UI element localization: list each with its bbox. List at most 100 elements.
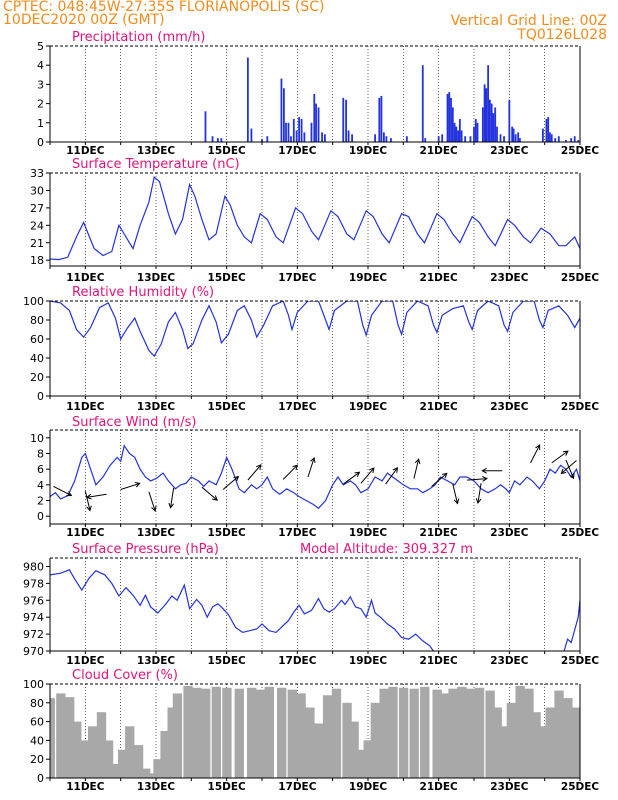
- precip-bar: [469, 136, 472, 142]
- cloud-bar: [133, 745, 144, 778]
- y-tick-label: 4: [37, 59, 44, 72]
- precip-bar: [476, 122, 479, 142]
- x-tick-label: 17DEC: [278, 655, 317, 667]
- cloud-bar: [246, 687, 257, 778]
- cloud-bar: [506, 702, 517, 778]
- precip-bar: [383, 132, 385, 142]
- cloud-bar: [125, 726, 135, 778]
- temp-data: [50, 175, 580, 261]
- x-tick-label: 23DEC: [490, 527, 529, 539]
- x-tick-label: 15DEC: [208, 272, 247, 284]
- y-tick-label: 21: [30, 237, 44, 250]
- precip-bar: [211, 136, 214, 142]
- wind-arrowhead: [441, 472, 448, 479]
- x-tick-label: 11DEC: [66, 401, 105, 413]
- pres-line-late: [563, 600, 580, 651]
- precip-bar: [342, 97, 345, 142]
- precip-bar: [424, 138, 427, 142]
- wind-arrowhead: [354, 471, 361, 478]
- precip-bar: [451, 107, 454, 142]
- model-altitude-note: Model Altitude: 309.327 m: [300, 542, 473, 557]
- panel-wind: 0 2 4 6 8 10 11DEC 13DEC 15DEC 17DEC 19DEC 21DEC 23D…: [30, 415, 599, 539]
- cloud-bar: [432, 689, 442, 778]
- cloud-bar: [305, 707, 315, 778]
- precip-bar: [287, 122, 290, 142]
- y-tick-label: 60: [30, 333, 44, 346]
- x-tick-label: 15DEC: [208, 781, 247, 793]
- cloud-bar: [201, 688, 211, 778]
- wind-arrow: [530, 444, 541, 464]
- cloud-bar: [485, 690, 495, 778]
- precip-bar: [508, 99, 511, 142]
- cloud-bar: [545, 707, 555, 778]
- precip-bar: [474, 118, 477, 142]
- precip-bar: [446, 94, 449, 142]
- wind-arrowhead: [414, 458, 421, 465]
- cloud-bar: [56, 693, 66, 778]
- precip-bar: [564, 140, 567, 142]
- wind-arrowhead: [168, 502, 174, 509]
- cloud-bar: [140, 768, 151, 778]
- wind-arrowhead: [86, 505, 92, 512]
- x-tick-label: 13DEC: [137, 781, 176, 793]
- precip-bar: [295, 130, 298, 142]
- wind-arrow: [222, 476, 239, 490]
- x-tick-label: 23DEC: [490, 655, 529, 667]
- cloud-bar: [72, 721, 82, 778]
- precip-bar: [464, 136, 467, 142]
- y-tick-label: 24: [30, 219, 44, 232]
- rh-data: [50, 301, 580, 358]
- cloud-bar: [398, 687, 409, 778]
- y-tick-label: 4: [37, 479, 44, 492]
- precip-bar: [220, 138, 223, 142]
- precip-bar: [437, 136, 440, 142]
- wind-arrow: [148, 491, 156, 512]
- x-tick-label: 19DEC: [349, 401, 388, 413]
- precip-bar: [573, 136, 576, 142]
- x-tick-label: 25DEC: [561, 655, 600, 667]
- precip-bar: [380, 95, 383, 142]
- y-tick-label: 40: [30, 734, 44, 747]
- precip-bar: [313, 94, 316, 142]
- cloud-bar: [103, 740, 114, 778]
- wind-arrow: [477, 483, 482, 504]
- y-tick-label: 2: [37, 98, 44, 111]
- y-tick-label: 5: [37, 40, 44, 53]
- precip-bar: [250, 128, 253, 142]
- cloud-bar: [234, 688, 244, 778]
- cloud-bar: [183, 685, 193, 778]
- precip-bar: [310, 122, 313, 142]
- y-tick-label: 0: [37, 390, 44, 403]
- wind-arrow: [431, 473, 448, 487]
- x-tick-label: 21DEC: [420, 527, 459, 539]
- temp-title: Surface Temperature (nC): [72, 157, 240, 172]
- pres-line: [50, 569, 434, 651]
- x-tick-label: 19DEC: [349, 655, 388, 667]
- wind-arrow: [84, 490, 91, 511]
- wind-arrow: [560, 460, 577, 474]
- cloud-bar: [356, 749, 366, 778]
- precip-bar: [514, 134, 517, 142]
- cloud-bar: [153, 759, 163, 778]
- wind-arrowhead: [256, 464, 262, 470]
- precip-bar: [290, 136, 292, 142]
- y-tick-label: 80: [30, 697, 44, 710]
- precip-bar: [283, 88, 285, 142]
- cloud-bar: [388, 686, 398, 778]
- precip-bar: [246, 57, 249, 142]
- x-tick-label: 21DEC: [420, 401, 459, 413]
- y-tick-label: 100: [23, 678, 44, 691]
- wind-arrow: [565, 459, 574, 479]
- precip-bar: [554, 138, 557, 142]
- cloud-bar: [331, 688, 342, 778]
- x-tick-label: 17DEC: [278, 272, 317, 284]
- wind-arrow: [385, 467, 398, 485]
- wind-arrowhead: [475, 498, 482, 505]
- y-tick-label: 0: [37, 136, 44, 149]
- cloud-bar: [420, 686, 430, 778]
- y-tick-label: 33: [30, 167, 44, 180]
- panel-precip: 0 1 2 3 4 5 11DEC 13DEC 15DEC 17DEC 19DEC 21DEC 23DE…: [37, 30, 599, 157]
- cloud-bar: [524, 688, 534, 778]
- precip-bar: [492, 113, 495, 142]
